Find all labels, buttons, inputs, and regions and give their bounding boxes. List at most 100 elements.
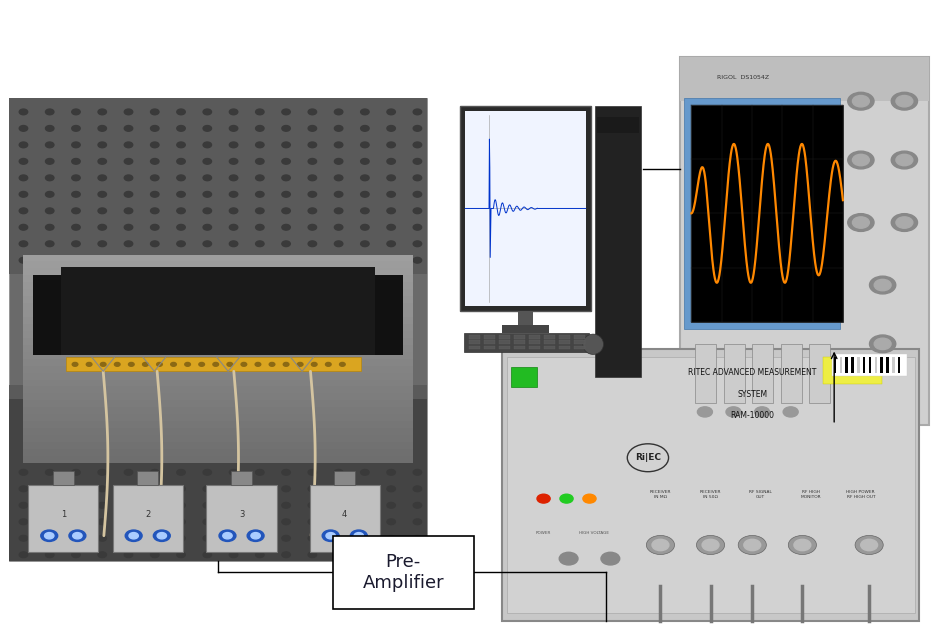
Circle shape bbox=[45, 224, 54, 230]
Circle shape bbox=[176, 224, 186, 230]
FancyBboxPatch shape bbox=[559, 346, 570, 349]
FancyBboxPatch shape bbox=[544, 335, 555, 339]
Circle shape bbox=[229, 519, 238, 525]
Circle shape bbox=[229, 241, 238, 247]
FancyBboxPatch shape bbox=[824, 357, 882, 384]
FancyBboxPatch shape bbox=[529, 335, 540, 339]
Circle shape bbox=[150, 502, 159, 508]
Circle shape bbox=[124, 175, 133, 181]
Circle shape bbox=[150, 552, 159, 558]
Circle shape bbox=[335, 241, 343, 247]
Circle shape bbox=[308, 519, 317, 525]
Circle shape bbox=[150, 208, 159, 214]
Circle shape bbox=[203, 519, 212, 525]
FancyBboxPatch shape bbox=[23, 324, 413, 331]
Circle shape bbox=[124, 142, 133, 148]
Circle shape bbox=[255, 486, 265, 492]
Circle shape bbox=[98, 142, 107, 148]
Circle shape bbox=[282, 126, 291, 131]
Circle shape bbox=[413, 257, 422, 263]
Circle shape bbox=[229, 224, 238, 230]
Circle shape bbox=[69, 530, 85, 541]
Circle shape bbox=[203, 552, 212, 558]
FancyBboxPatch shape bbox=[9, 98, 427, 561]
Circle shape bbox=[176, 142, 186, 148]
FancyBboxPatch shape bbox=[484, 335, 495, 339]
Circle shape bbox=[848, 93, 874, 110]
Circle shape bbox=[229, 486, 238, 492]
Circle shape bbox=[255, 502, 265, 508]
Circle shape bbox=[335, 175, 343, 181]
Circle shape bbox=[98, 126, 107, 131]
Circle shape bbox=[387, 142, 396, 148]
FancyBboxPatch shape bbox=[66, 358, 361, 372]
Text: RECEIVER
IN 50Ω: RECEIVER IN 50Ω bbox=[700, 490, 721, 498]
Circle shape bbox=[71, 469, 81, 476]
Circle shape bbox=[282, 241, 291, 247]
Circle shape bbox=[98, 502, 107, 508]
FancyBboxPatch shape bbox=[33, 275, 403, 354]
Circle shape bbox=[229, 257, 238, 263]
Circle shape bbox=[360, 191, 370, 197]
FancyBboxPatch shape bbox=[752, 344, 773, 403]
Circle shape bbox=[176, 175, 186, 181]
Circle shape bbox=[157, 363, 162, 366]
Circle shape bbox=[308, 109, 317, 115]
Circle shape bbox=[360, 519, 370, 525]
Circle shape bbox=[413, 109, 422, 115]
Circle shape bbox=[360, 502, 370, 508]
Circle shape bbox=[150, 109, 159, 115]
Circle shape bbox=[150, 519, 159, 525]
FancyBboxPatch shape bbox=[469, 346, 480, 349]
Circle shape bbox=[255, 535, 265, 541]
Circle shape bbox=[150, 191, 159, 197]
Circle shape bbox=[601, 552, 620, 565]
FancyBboxPatch shape bbox=[684, 98, 840, 329]
Text: HIGH VOLTAGE: HIGH VOLTAGE bbox=[579, 531, 609, 535]
Circle shape bbox=[335, 469, 343, 476]
Circle shape bbox=[19, 142, 27, 148]
Circle shape bbox=[335, 142, 343, 148]
Text: RECEIVER
IN MΩ: RECEIVER IN MΩ bbox=[650, 490, 672, 498]
FancyBboxPatch shape bbox=[695, 344, 716, 403]
Circle shape bbox=[71, 535, 81, 541]
Circle shape bbox=[150, 486, 159, 492]
Circle shape bbox=[124, 158, 133, 164]
Circle shape bbox=[255, 142, 265, 148]
Circle shape bbox=[45, 158, 54, 164]
Circle shape bbox=[413, 241, 422, 247]
FancyBboxPatch shape bbox=[23, 261, 413, 268]
FancyBboxPatch shape bbox=[529, 346, 540, 349]
Circle shape bbox=[203, 142, 212, 148]
FancyBboxPatch shape bbox=[23, 359, 413, 366]
Circle shape bbox=[335, 486, 343, 492]
Circle shape bbox=[335, 109, 343, 115]
Circle shape bbox=[340, 363, 345, 366]
Circle shape bbox=[203, 126, 212, 131]
Circle shape bbox=[255, 241, 265, 247]
Circle shape bbox=[176, 486, 186, 492]
FancyBboxPatch shape bbox=[23, 380, 413, 387]
FancyBboxPatch shape bbox=[469, 340, 480, 344]
Circle shape bbox=[98, 486, 107, 492]
Circle shape bbox=[413, 519, 422, 525]
Circle shape bbox=[255, 109, 265, 115]
Circle shape bbox=[98, 224, 107, 230]
Circle shape bbox=[282, 486, 291, 492]
Circle shape bbox=[176, 109, 186, 115]
FancyBboxPatch shape bbox=[23, 289, 413, 296]
FancyBboxPatch shape bbox=[595, 107, 641, 377]
Circle shape bbox=[788, 536, 816, 555]
Circle shape bbox=[71, 241, 81, 247]
Circle shape bbox=[71, 109, 81, 115]
Circle shape bbox=[98, 109, 107, 115]
FancyBboxPatch shape bbox=[23, 366, 413, 373]
Circle shape bbox=[98, 208, 107, 214]
Circle shape bbox=[176, 502, 186, 508]
Circle shape bbox=[738, 536, 766, 555]
Circle shape bbox=[413, 126, 422, 131]
FancyBboxPatch shape bbox=[514, 335, 525, 339]
Circle shape bbox=[150, 224, 159, 230]
FancyBboxPatch shape bbox=[514, 340, 525, 344]
Circle shape bbox=[98, 552, 107, 558]
